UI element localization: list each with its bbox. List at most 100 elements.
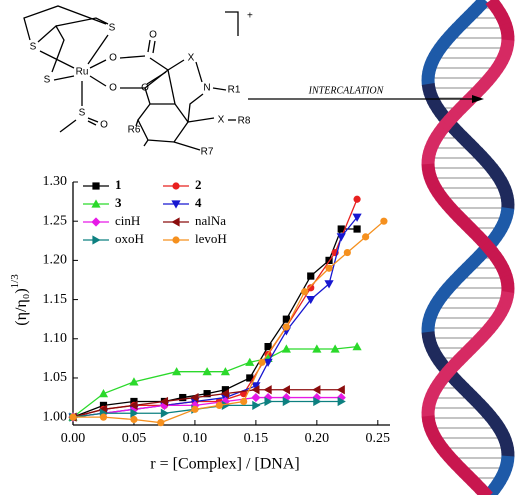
y-tick-label: 1.30 [43,174,68,189]
marker [220,367,231,376]
marker [282,323,290,331]
atom-label: O [141,83,149,94]
marker [336,233,346,242]
marker [312,385,321,395]
y-axis-label: (η/η₀)1/3 [9,274,30,326]
atom-label: S [44,75,51,86]
series-line [72,345,358,418]
marker [313,396,322,407]
legend-marker [92,235,101,245]
legend-label: 2 [195,177,202,192]
atom-label: O [109,83,117,94]
marker [129,377,139,386]
atom-label: X [218,115,225,126]
series-line [72,216,358,418]
legend-marker [172,236,180,244]
y-tick-label: 1.15 [43,292,68,307]
atom-label: O [149,30,157,41]
marker [251,392,261,403]
marker [282,396,291,407]
marker [98,389,109,398]
legend-marker [171,200,181,209]
x-axis-label: r = [Complex] / [DNA] [150,456,299,473]
legend-label: levoH [195,231,227,246]
marker [336,385,345,395]
marker [202,367,212,376]
marker [282,315,290,323]
marker [343,248,351,257]
series-line [73,220,385,424]
legend-label: oxoH [115,231,144,246]
arrow-label: INTERCALATION [308,85,385,96]
marker [172,367,182,376]
marker [281,385,290,395]
atom-label: R8 [238,116,251,127]
marker [258,358,266,366]
atom-label: S [109,23,116,34]
marker [352,213,362,222]
marker [312,344,322,353]
marker [307,272,315,280]
legend-label: nalNa [195,213,226,228]
marker [69,413,77,421]
marker [352,342,362,351]
y-tick-label: 1.20 [43,253,68,268]
legend-marker [92,182,100,190]
x-tick-label: 0.25 [366,431,391,446]
marker [362,233,370,241]
marker [220,389,230,399]
charge: + [247,11,253,22]
x-tick-label: 0.15 [244,431,269,446]
marker [263,385,272,395]
marker [130,415,138,424]
legend-marker [172,182,180,190]
atom-label: R7 [201,147,214,158]
marker [264,396,273,407]
atom-label: R1 [228,85,241,96]
marker [325,264,333,272]
marker [380,217,388,225]
marker [99,413,108,421]
marker [330,344,340,353]
y-tick-label: 1.00 [43,409,68,424]
legend-marker [91,217,101,227]
marker [324,280,334,289]
marker [306,295,316,305]
marker [353,225,361,233]
atom-label: Ru [76,67,89,78]
legend-marker [171,217,180,227]
legend-marker [91,199,101,208]
marker [157,419,165,427]
marker [190,392,199,403]
x-tick-label: 0.20 [305,431,330,446]
legend-label: 1 [115,177,122,192]
atom-label: X [188,53,195,64]
structure-bonds [23,5,239,151]
y-axis-label-exponent: 1/3 [9,274,21,289]
marker [221,400,231,411]
atom-label: R6 [128,125,141,136]
atom-label: S [79,108,86,119]
legend-label: 3 [115,195,122,210]
marker [251,382,261,391]
atom-label: S [30,42,37,53]
x-tick-label: 0.00 [61,431,86,446]
marker [252,400,261,411]
marker [215,401,223,410]
x-tick-label: 0.05 [122,431,147,446]
marker [337,396,346,407]
atom-label: O [109,53,117,64]
marker [245,357,255,366]
legend-label: 4 [195,195,202,210]
marker [301,288,309,296]
marker [159,400,170,411]
marker [190,400,200,411]
marker [307,284,315,292]
x-tick-label: 0.10 [183,431,208,446]
marker [191,405,199,413]
y-axis-label-base: (η/η₀) [13,288,30,325]
dna-helix [421,0,515,495]
marker [130,408,139,418]
y-tick-label: 1.05 [43,370,68,385]
